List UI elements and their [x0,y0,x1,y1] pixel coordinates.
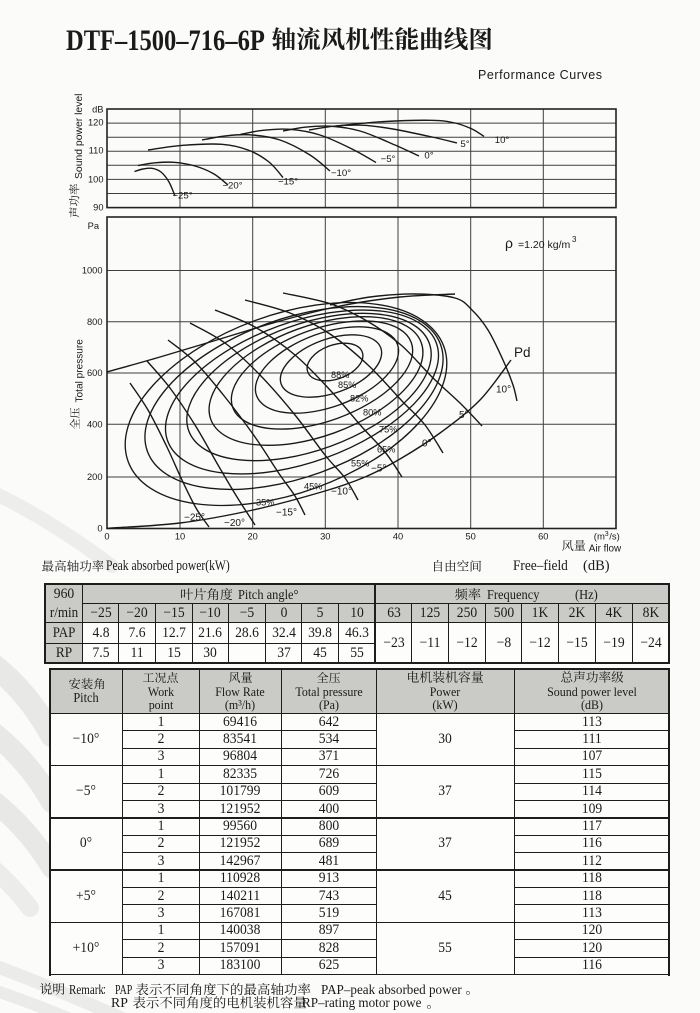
svg-text:Sound power level: Sound power level [74,94,85,180]
svg-text:200: 200 [87,472,103,482]
svg-text:10°: 10° [495,135,510,146]
svg-text:0: 0 [104,532,109,542]
svg-text:−15°: −15° [278,177,298,188]
svg-text:100: 100 [88,175,104,185]
svg-text:88%: 88% [331,370,349,380]
svg-text:/s): /s) [609,532,620,543]
svg-text:800: 800 [87,317,103,327]
svg-text:400: 400 [87,420,103,430]
svg-text:−10°: −10° [331,487,352,498]
svg-text:110: 110 [89,146,104,156]
svg-text:120: 120 [88,118,104,128]
svg-text:65%: 65% [377,445,395,455]
svg-text:5°: 5° [459,410,469,421]
svg-text:60: 60 [538,532,548,542]
svg-text:35%: 35% [256,498,274,508]
svg-text:40: 40 [393,532,403,542]
svg-text:30: 30 [320,532,330,542]
svg-text:85%: 85% [338,380,356,390]
svg-text:(m: (m [594,532,605,543]
svg-text:5°: 5° [460,139,469,150]
svg-text:−25°: −25° [184,513,205,524]
svg-text:50: 50 [466,532,476,542]
svg-text:10°: 10° [496,385,511,396]
svg-text:90: 90 [93,203,103,213]
svg-text:−20°: −20° [224,518,245,529]
svg-text:ρ: ρ [505,235,513,251]
svg-text:75%: 75% [379,425,397,435]
svg-text:3: 3 [572,235,577,244]
svg-text:10: 10 [175,532,185,542]
svg-text:−15°: −15° [276,508,297,519]
svg-text:0°: 0° [424,151,433,162]
svg-text:−25°: −25° [172,191,192,202]
svg-text:dB: dB [92,104,103,114]
svg-text:55%: 55% [351,459,369,469]
svg-text:1000: 1000 [82,266,103,276]
svg-text:Total pressure: Total pressure [75,339,86,403]
svg-text:3: 3 [605,531,609,538]
svg-text:Pd: Pd [514,345,531,360]
svg-text:600: 600 [87,368,103,378]
svg-text:Pa: Pa [88,221,100,231]
svg-text:82%: 82% [350,394,368,404]
svg-text:=1.20 kg/m: =1.20 kg/m [518,239,570,251]
svg-text:45%: 45% [304,482,322,492]
svg-text:0: 0 [97,523,102,533]
svg-text:Air flow: Air flow [589,543,622,554]
svg-text:−20°: −20° [222,181,242,192]
svg-text:−10°: −10° [331,168,351,179]
svg-text:−5°: −5° [381,154,396,165]
svg-text:80%: 80% [363,408,381,418]
svg-text:−5°: −5° [371,464,386,475]
svg-text:0°: 0° [422,439,432,450]
svg-text:20: 20 [248,532,258,542]
